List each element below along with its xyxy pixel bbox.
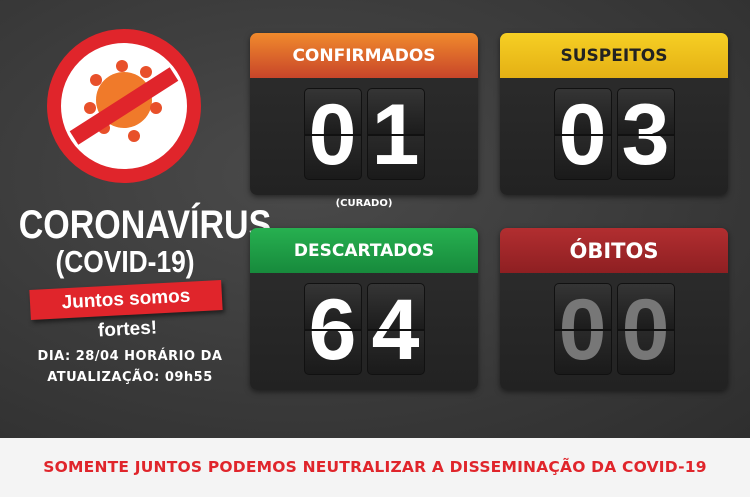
panel-header: SUSPEITOS: [500, 33, 728, 78]
digit: 1: [366, 88, 425, 181]
digit: 0: [616, 283, 675, 376]
update-date: DIA: 28/04 HORÁRIO DA: [37, 349, 223, 364]
digit: 0: [553, 88, 612, 181]
digit: 6: [303, 283, 362, 376]
title: CORONAVÍRUS: [18, 203, 272, 247]
panel-header: DESCARTADOS: [250, 228, 478, 273]
panel-header: ÓBITOS: [500, 228, 728, 273]
panel-header: CONFIRMADOS: [250, 33, 478, 78]
subtitle: (COVID-19): [55, 244, 195, 279]
digit: 4: [366, 283, 425, 376]
digit: 0: [553, 283, 612, 376]
no-virus-icon: [47, 29, 201, 183]
digit: 0: [303, 88, 362, 181]
digit: 3: [616, 88, 675, 181]
update-time: ATUALIZAÇÃO: 09h55: [47, 370, 213, 385]
confirmados-note: (CURADO): [335, 198, 393, 209]
footer-message: SOMENTE JUNTOS PODEMOS NEUTRALIZAR A DIS…: [0, 438, 750, 497]
